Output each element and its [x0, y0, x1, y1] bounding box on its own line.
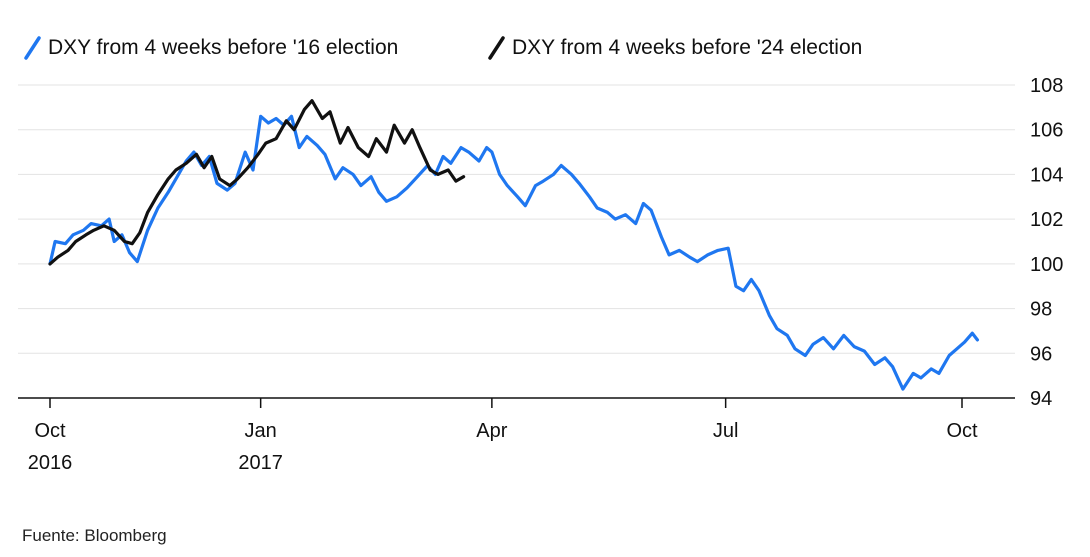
y-tick-label-108: 108	[1030, 75, 1063, 97]
y-tick-label-106: 106	[1030, 120, 1063, 142]
legend-item-2016: DXY from 4 weeks before '16 election	[24, 36, 398, 60]
x-axis: Oct 2016 Jan 2017 Apr Jul Oct	[18, 397, 1015, 474]
y-tick-label-104: 104	[1030, 164, 1063, 186]
x-tick-label-1: Jan	[245, 420, 277, 442]
y-tick-label-96: 96	[1030, 343, 1052, 365]
y-tick-label-102: 102	[1030, 209, 1063, 231]
source-note: Fuente: Bloomberg	[22, 526, 167, 545]
legend-item-2024: DXY from 4 weeks before '24 election	[488, 36, 862, 60]
legend-swatch-2024	[488, 36, 505, 60]
series-line-1	[48, 99, 466, 266]
x-tick-sublabel-1: 2017	[238, 452, 283, 474]
gridlines	[18, 84, 1015, 354]
x-tick-label-4: Oct	[946, 420, 978, 442]
legend: DXY from 4 weeks before '16 election DXY…	[24, 36, 862, 60]
legend-swatch-2016	[24, 36, 41, 60]
x-tick-sublabel-0: 2016	[28, 452, 73, 474]
x-tick-label-0: Oct	[34, 420, 66, 442]
series-layer	[48, 99, 979, 391]
series-line-0	[48, 114, 979, 391]
y-tick-label-94: 94	[1030, 388, 1052, 410]
legend-label-2024: DXY from 4 weeks before '24 election	[512, 36, 862, 59]
x-tick-label-3: Jul	[713, 420, 739, 442]
y-tick-label-98: 98	[1030, 299, 1052, 321]
y-axis: 94 96 98 100 102 104 106 108	[1030, 75, 1063, 410]
x-tick-label-2: Apr	[476, 420, 507, 442]
legend-label-2016: DXY from 4 weeks before '16 election	[48, 36, 398, 59]
y-tick-label-100: 100	[1030, 254, 1063, 276]
